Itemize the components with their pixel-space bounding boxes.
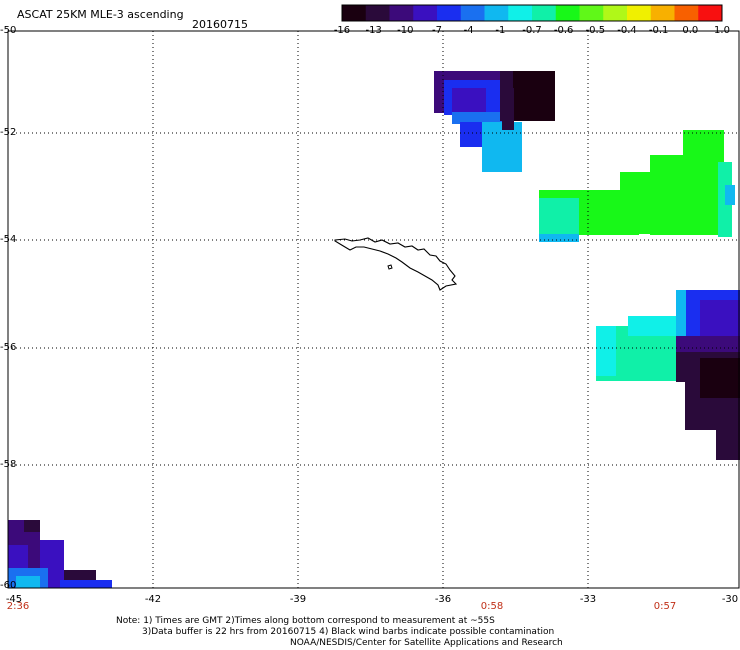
colorbar-swatch xyxy=(437,5,462,21)
colorbar-swatch xyxy=(413,5,438,21)
swath-top-center xyxy=(434,71,555,172)
colorbar-swatch xyxy=(532,5,557,21)
lon-label: -33 xyxy=(579,594,597,605)
lon-label: -36 xyxy=(434,594,452,605)
graticule xyxy=(8,30,740,588)
swath-right-middle xyxy=(596,290,740,460)
colorbar-swatch xyxy=(484,5,509,21)
colorbar-swatch xyxy=(365,5,390,21)
lat-label: -54 xyxy=(0,234,17,245)
colorbar-swatch xyxy=(508,5,533,21)
colorbar-swatch xyxy=(555,5,580,21)
lon-label: -42 xyxy=(144,594,162,605)
lat-label: -56 xyxy=(0,342,17,353)
lat-label: -50 xyxy=(0,25,17,36)
note-line-2: 3)Data buffer is 22 hrs from 20160715 4)… xyxy=(142,627,555,637)
lat-label: -60 xyxy=(0,580,17,591)
note-line-3: NOAA/NESDIS/Center for Satellite Applica… xyxy=(290,638,563,648)
colorbar-swatch xyxy=(603,5,628,21)
lon-label: -39 xyxy=(289,594,307,605)
map-frame xyxy=(7,30,740,589)
note-line-1: Note: 1) Times are GMT 2)Times along bot… xyxy=(116,616,495,626)
swath-bottom-left xyxy=(8,520,112,588)
colorbar-swatch xyxy=(674,5,699,21)
colorbar-swatch xyxy=(650,5,675,21)
lat-label: -52 xyxy=(0,127,17,138)
colorbar-swatches xyxy=(341,4,723,22)
wind-data-swaths xyxy=(8,71,740,588)
island-islet xyxy=(387,264,393,270)
colorbar-swatch xyxy=(579,5,604,21)
time-label: 0:57 xyxy=(653,601,677,612)
time-label: 0:58 xyxy=(480,601,504,612)
colorbar-swatch xyxy=(389,5,414,21)
lat-label: -58 xyxy=(0,459,17,470)
product-title: ASCAT 25KM MLE-3 ascending xyxy=(17,8,184,21)
swath-right-green xyxy=(539,130,735,242)
colorbar-swatch xyxy=(342,5,367,21)
time-label: 2:36 xyxy=(6,601,30,612)
lon-label: -30 xyxy=(721,594,739,605)
lon-label: -45 xyxy=(5,594,23,605)
colorbar-swatch xyxy=(627,5,652,21)
colorbar-swatch xyxy=(698,5,723,21)
product-date: 20160715 xyxy=(192,18,248,31)
island-outline xyxy=(334,237,458,291)
colorbar-swatch xyxy=(460,5,485,21)
